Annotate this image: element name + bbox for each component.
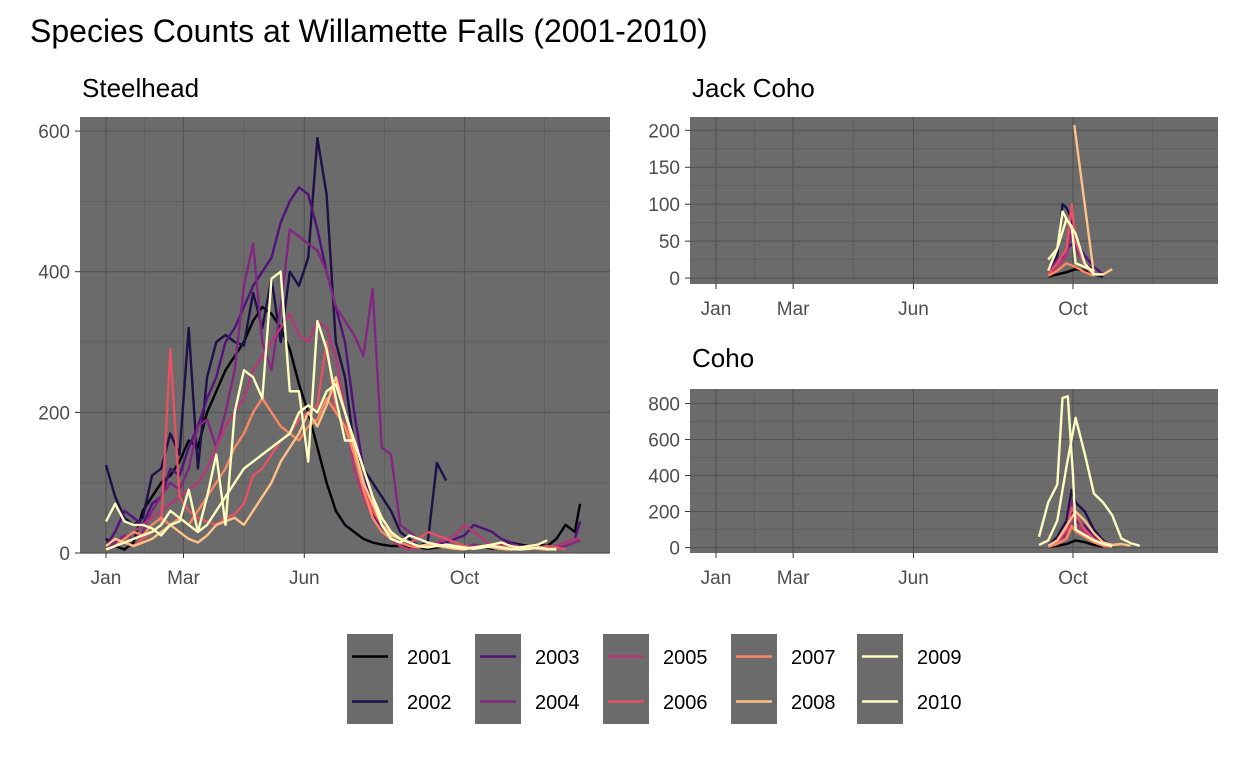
legend-label: 2007 bbox=[791, 647, 836, 669]
panel-title: Jack Coho bbox=[692, 73, 815, 103]
x-tick-label: Oct bbox=[1058, 568, 1088, 589]
y-tick-label: 0 bbox=[669, 269, 680, 290]
x-tick-label: Oct bbox=[450, 568, 480, 589]
plot-background bbox=[690, 117, 1218, 284]
y-tick-label: 400 bbox=[648, 467, 680, 488]
plot-background bbox=[690, 389, 1218, 553]
x-tick-label: Jan bbox=[91, 568, 122, 589]
x-tick-label: Mar bbox=[777, 299, 810, 320]
series-line-2002 bbox=[1047, 488, 1113, 547]
x-tick-label: Jun bbox=[289, 568, 320, 589]
legend-item-2001: 2001 bbox=[347, 634, 452, 679]
x-tick-label: Jan bbox=[701, 299, 732, 320]
panel-title: Steelhead bbox=[82, 73, 199, 103]
series-line-2010 bbox=[104, 270, 548, 550]
plot-background bbox=[80, 117, 610, 553]
series-line-2007 bbox=[1047, 262, 1095, 278]
y-tick-label: 400 bbox=[38, 263, 70, 284]
legend-item-2009: 2009 bbox=[857, 634, 962, 679]
chart-title: Species Counts at Willamette Falls (2001… bbox=[30, 13, 708, 49]
legend-label: 2002 bbox=[407, 692, 452, 714]
y-tick-label: 200 bbox=[648, 503, 680, 524]
series-line-2007 bbox=[1047, 524, 1113, 548]
series-line-2003 bbox=[104, 186, 582, 551]
legend: 2001 2002 2003 2004 2005 2006 2007 2008 2009 2010 bbox=[347, 634, 962, 724]
legend-item-2003: 2003 bbox=[475, 634, 580, 679]
legend-label: 2010 bbox=[917, 692, 962, 714]
series-line-2010 bbox=[1047, 210, 1095, 272]
x-tick-label: Mar bbox=[167, 568, 200, 589]
legend-item-2010: 2010 bbox=[857, 679, 962, 724]
y-tick-label: 0 bbox=[59, 544, 70, 565]
panel-steelhead: Steelhead 0 200 400 600 Jan Mar Jun Oct bbox=[38, 73, 610, 589]
panel-title: Coho bbox=[692, 343, 754, 373]
series-line-2009 bbox=[1038, 416, 1141, 547]
series-line-2001 bbox=[1048, 539, 1104, 548]
series-line-2010 bbox=[1037, 395, 1113, 547]
y-tick-label: 800 bbox=[648, 394, 680, 415]
y-tick-label: 200 bbox=[648, 121, 680, 142]
y-tick-label: 0 bbox=[669, 539, 680, 560]
legend-item-2006: 2006 bbox=[603, 679, 708, 724]
y-tick-label: 600 bbox=[648, 430, 680, 451]
x-tick-label: Mar bbox=[777, 568, 810, 589]
legend-label: 2008 bbox=[791, 692, 836, 714]
y-tick-label: 50 bbox=[659, 232, 680, 253]
legend-label: 2006 bbox=[663, 692, 708, 714]
legend-label: 2005 bbox=[663, 647, 708, 669]
legend-item-2005: 2005 bbox=[603, 634, 708, 679]
legend-item-2007: 2007 bbox=[731, 634, 836, 679]
x-tick-label: Jan bbox=[701, 568, 732, 589]
x-tick-label: Jun bbox=[898, 299, 929, 320]
y-tick-label: 200 bbox=[38, 403, 70, 424]
legend-label: 2009 bbox=[917, 647, 962, 669]
series-line-2002 bbox=[104, 136, 448, 548]
legend-label: 2001 bbox=[407, 647, 452, 669]
legend-label: 2004 bbox=[535, 692, 580, 714]
series-line-2008 bbox=[1047, 510, 1131, 547]
panel-coho: Coho 0 200 400 600 800 Jan Mar Jun Oct bbox=[648, 343, 1218, 589]
legend-item-2008: 2008 bbox=[731, 679, 836, 724]
x-tick-label: Jun bbox=[898, 568, 929, 589]
legend-item-2002: 2002 bbox=[347, 679, 452, 724]
legend-label: 2003 bbox=[535, 647, 580, 669]
x-tick-label: Oct bbox=[1058, 299, 1088, 320]
legend-item-2004: 2004 bbox=[475, 679, 580, 724]
y-tick-label: 100 bbox=[648, 195, 680, 216]
y-tick-label: 600 bbox=[38, 122, 70, 143]
panel-jack-coho: Jack Coho 0 50 100 150 200 Jan Mar Jun Oct bbox=[648, 73, 1218, 320]
y-tick-label: 150 bbox=[648, 158, 680, 179]
